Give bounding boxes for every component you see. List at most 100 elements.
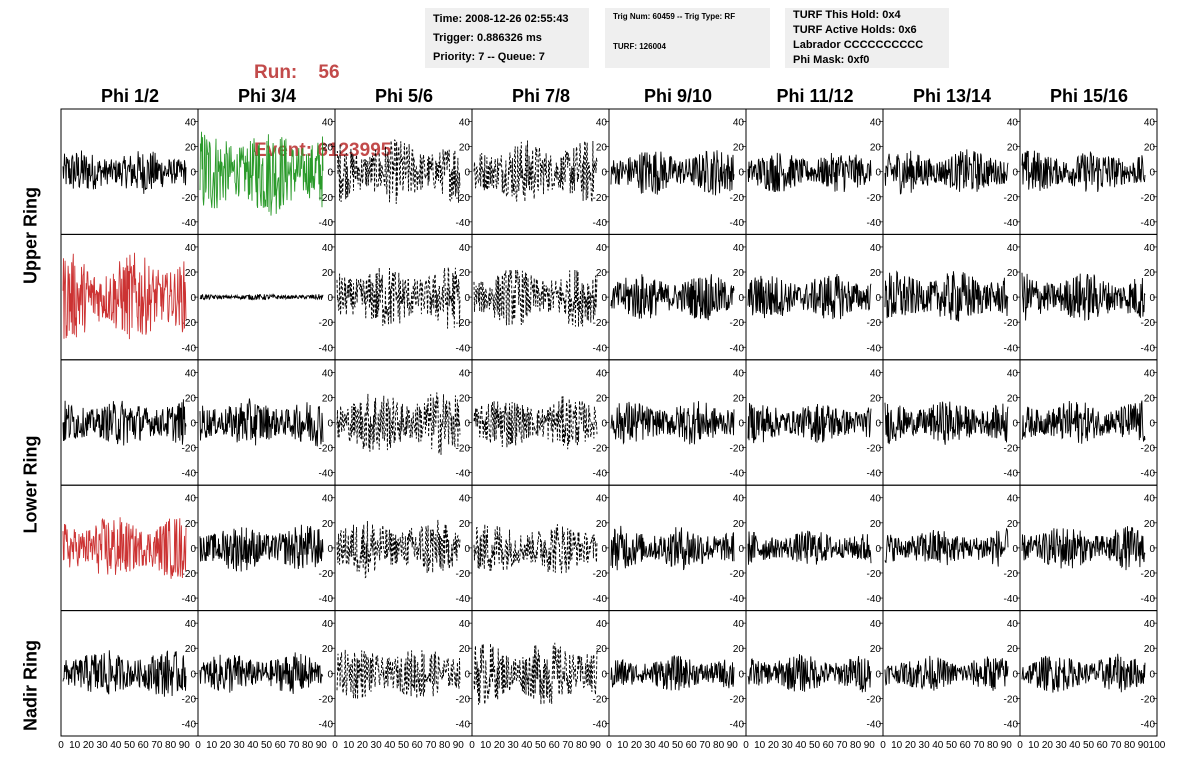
y-tick-label: 40 bbox=[733, 619, 745, 630]
y-tick-label: 20 bbox=[733, 644, 745, 655]
waveform-trace bbox=[747, 273, 872, 320]
col-header-8: Phi 15/16 bbox=[1049, 86, 1129, 106]
y-tick-label: -20 bbox=[730, 444, 745, 455]
y-tick-label: 20 bbox=[1007, 519, 1019, 530]
y-tick-label: -40 bbox=[867, 469, 882, 480]
y-tick-label: 0 bbox=[1149, 544, 1155, 555]
y-tick-label: -20 bbox=[182, 318, 197, 329]
x-tick-label: 90 bbox=[590, 740, 602, 751]
waveform-trace bbox=[473, 396, 598, 450]
y-tick-label: -40 bbox=[593, 343, 608, 354]
col-header-6: Phi 11/12 bbox=[776, 86, 854, 106]
waveform-panel-r2-c3: 40 20 0 -20 -40 bbox=[334, 233, 473, 361]
x-tick-label: 20 bbox=[220, 740, 232, 751]
y-tick-label: -20 bbox=[319, 569, 334, 580]
x-tick-label: 50 bbox=[124, 740, 136, 751]
y-tick-label: 20 bbox=[1007, 143, 1019, 154]
col-header-5: Phi 9/10 bbox=[643, 86, 713, 106]
waveform-trace bbox=[884, 149, 1009, 195]
y-tick-label: -40 bbox=[867, 719, 882, 730]
y-tick-label: 40 bbox=[185, 368, 197, 379]
col-header-3: Phi 5/6 bbox=[374, 86, 434, 106]
y-tick-label: -20 bbox=[1004, 318, 1019, 329]
waveform-panel-r2-c2: 40 20 0 -20 -40 bbox=[197, 233, 336, 361]
x-tick-label: 80 bbox=[576, 740, 588, 751]
y-tick-label: -40 bbox=[1141, 469, 1156, 480]
y-tick-label: 0 bbox=[1149, 293, 1155, 304]
y-tick-label: 0 bbox=[875, 419, 881, 430]
x-tick-label: 70 bbox=[973, 740, 985, 751]
waveform-panel-r4-c6: 40 20 0 -20 -40 bbox=[745, 484, 884, 612]
waveform-trace bbox=[336, 519, 461, 579]
y-tick-label: 0 bbox=[190, 669, 196, 680]
y-tick-label: 0 bbox=[1012, 168, 1018, 179]
waveform-panel-r4-c5: 40 20 0 -20 -40 bbox=[608, 484, 747, 612]
y-tick-label: 20 bbox=[459, 268, 471, 279]
y-tick-label: -20 bbox=[867, 318, 882, 329]
y-tick-label: -20 bbox=[182, 444, 197, 455]
y-tick-label: -40 bbox=[1141, 343, 1156, 354]
y-tick-label: 20 bbox=[322, 268, 334, 279]
y-tick-label: -20 bbox=[319, 318, 334, 329]
x-tick-label: 80 bbox=[987, 740, 999, 751]
x-tick-label: 20 bbox=[83, 740, 95, 751]
y-tick-label: 40 bbox=[1007, 118, 1019, 129]
waveform-trace bbox=[336, 267, 461, 329]
y-tick-label: 0 bbox=[875, 669, 881, 680]
y-tick-label: 40 bbox=[1007, 368, 1019, 379]
x-tick-label: 40 bbox=[795, 740, 807, 751]
y-tick-label: 20 bbox=[322, 393, 334, 404]
waveform-trace bbox=[1021, 526, 1146, 571]
waveform-trace bbox=[610, 655, 735, 691]
x-tick-label: 90 bbox=[316, 740, 328, 751]
y-tick-label: -20 bbox=[182, 694, 197, 705]
y-tick-label: 40 bbox=[733, 243, 745, 254]
y-tick-label: -20 bbox=[867, 193, 882, 204]
x-tick-label: 10 bbox=[480, 740, 492, 751]
y-tick-label: -40 bbox=[182, 469, 197, 480]
x-tick-label: 10 bbox=[891, 740, 903, 751]
x-tick-label: 10 bbox=[343, 740, 355, 751]
y-tick-label: -20 bbox=[1004, 444, 1019, 455]
y-tick-label: 40 bbox=[596, 619, 608, 630]
y-tick-label: 0 bbox=[1149, 168, 1155, 179]
y-tick-label: 40 bbox=[733, 494, 745, 505]
y-tick-label: 40 bbox=[733, 118, 745, 129]
y-tick-label: -20 bbox=[1141, 193, 1156, 204]
x-tick-label: 30 bbox=[508, 740, 520, 751]
turf-info-box: TURF This Hold: 0x4 TURF Active Holds: 0… bbox=[785, 8, 949, 68]
waveform-panel-r3-c4: 40 20 0 -20 -40 bbox=[471, 359, 610, 486]
y-tick-label: 40 bbox=[1144, 118, 1156, 129]
x-tick-label: 30 bbox=[1056, 740, 1068, 751]
y-tick-label: 20 bbox=[1144, 268, 1156, 279]
x-tick-label: 0 bbox=[1017, 740, 1023, 751]
y-tick-label: -20 bbox=[593, 569, 608, 580]
waveform-panel-r3-c5: 40 20 0 -20 -40 bbox=[608, 359, 747, 486]
y-tick-label: -40 bbox=[867, 594, 882, 605]
x-tick-label: 40 bbox=[384, 740, 396, 751]
y-tick-label: 20 bbox=[322, 644, 334, 655]
y-tick-label: 40 bbox=[459, 118, 471, 129]
x-tick-label: 10 bbox=[69, 740, 81, 751]
waveform-panel-r2-c5: 40 20 0 -20 -40 bbox=[608, 233, 747, 361]
waveform-panel-r5-c3: 40 20 0 -20 -40 bbox=[334, 610, 473, 737]
y-tick-label: 20 bbox=[1144, 519, 1156, 530]
y-tick-label: 20 bbox=[596, 644, 608, 655]
y-tick-label: -20 bbox=[456, 569, 471, 580]
waveform-trace bbox=[473, 269, 598, 327]
y-tick-label: 20 bbox=[322, 143, 334, 154]
waveform-panel-r3-c1: 40 20 0 -20 -40 bbox=[60, 359, 199, 486]
waveform-panel-r5-c1: 40 20 0 -20 -40 bbox=[60, 610, 199, 737]
x-tick-label: 70 bbox=[562, 740, 574, 751]
x-tick-label: 50 bbox=[1083, 740, 1095, 751]
y-tick-label: 20 bbox=[870, 393, 882, 404]
waveform-trace bbox=[1021, 150, 1146, 192]
y-tick-label: -20 bbox=[867, 444, 882, 455]
x-tick-label: 40 bbox=[932, 740, 944, 751]
waveform-panel-r5-c7: 40 20 0 -20 -40 bbox=[882, 610, 1021, 737]
x-tick-label: 100 bbox=[1149, 740, 1166, 751]
x-tick-label: 80 bbox=[165, 740, 177, 751]
waveform-trace bbox=[1021, 653, 1146, 693]
y-tick-label: 0 bbox=[738, 544, 744, 555]
col-header-4: Phi 7/8 bbox=[511, 86, 571, 106]
